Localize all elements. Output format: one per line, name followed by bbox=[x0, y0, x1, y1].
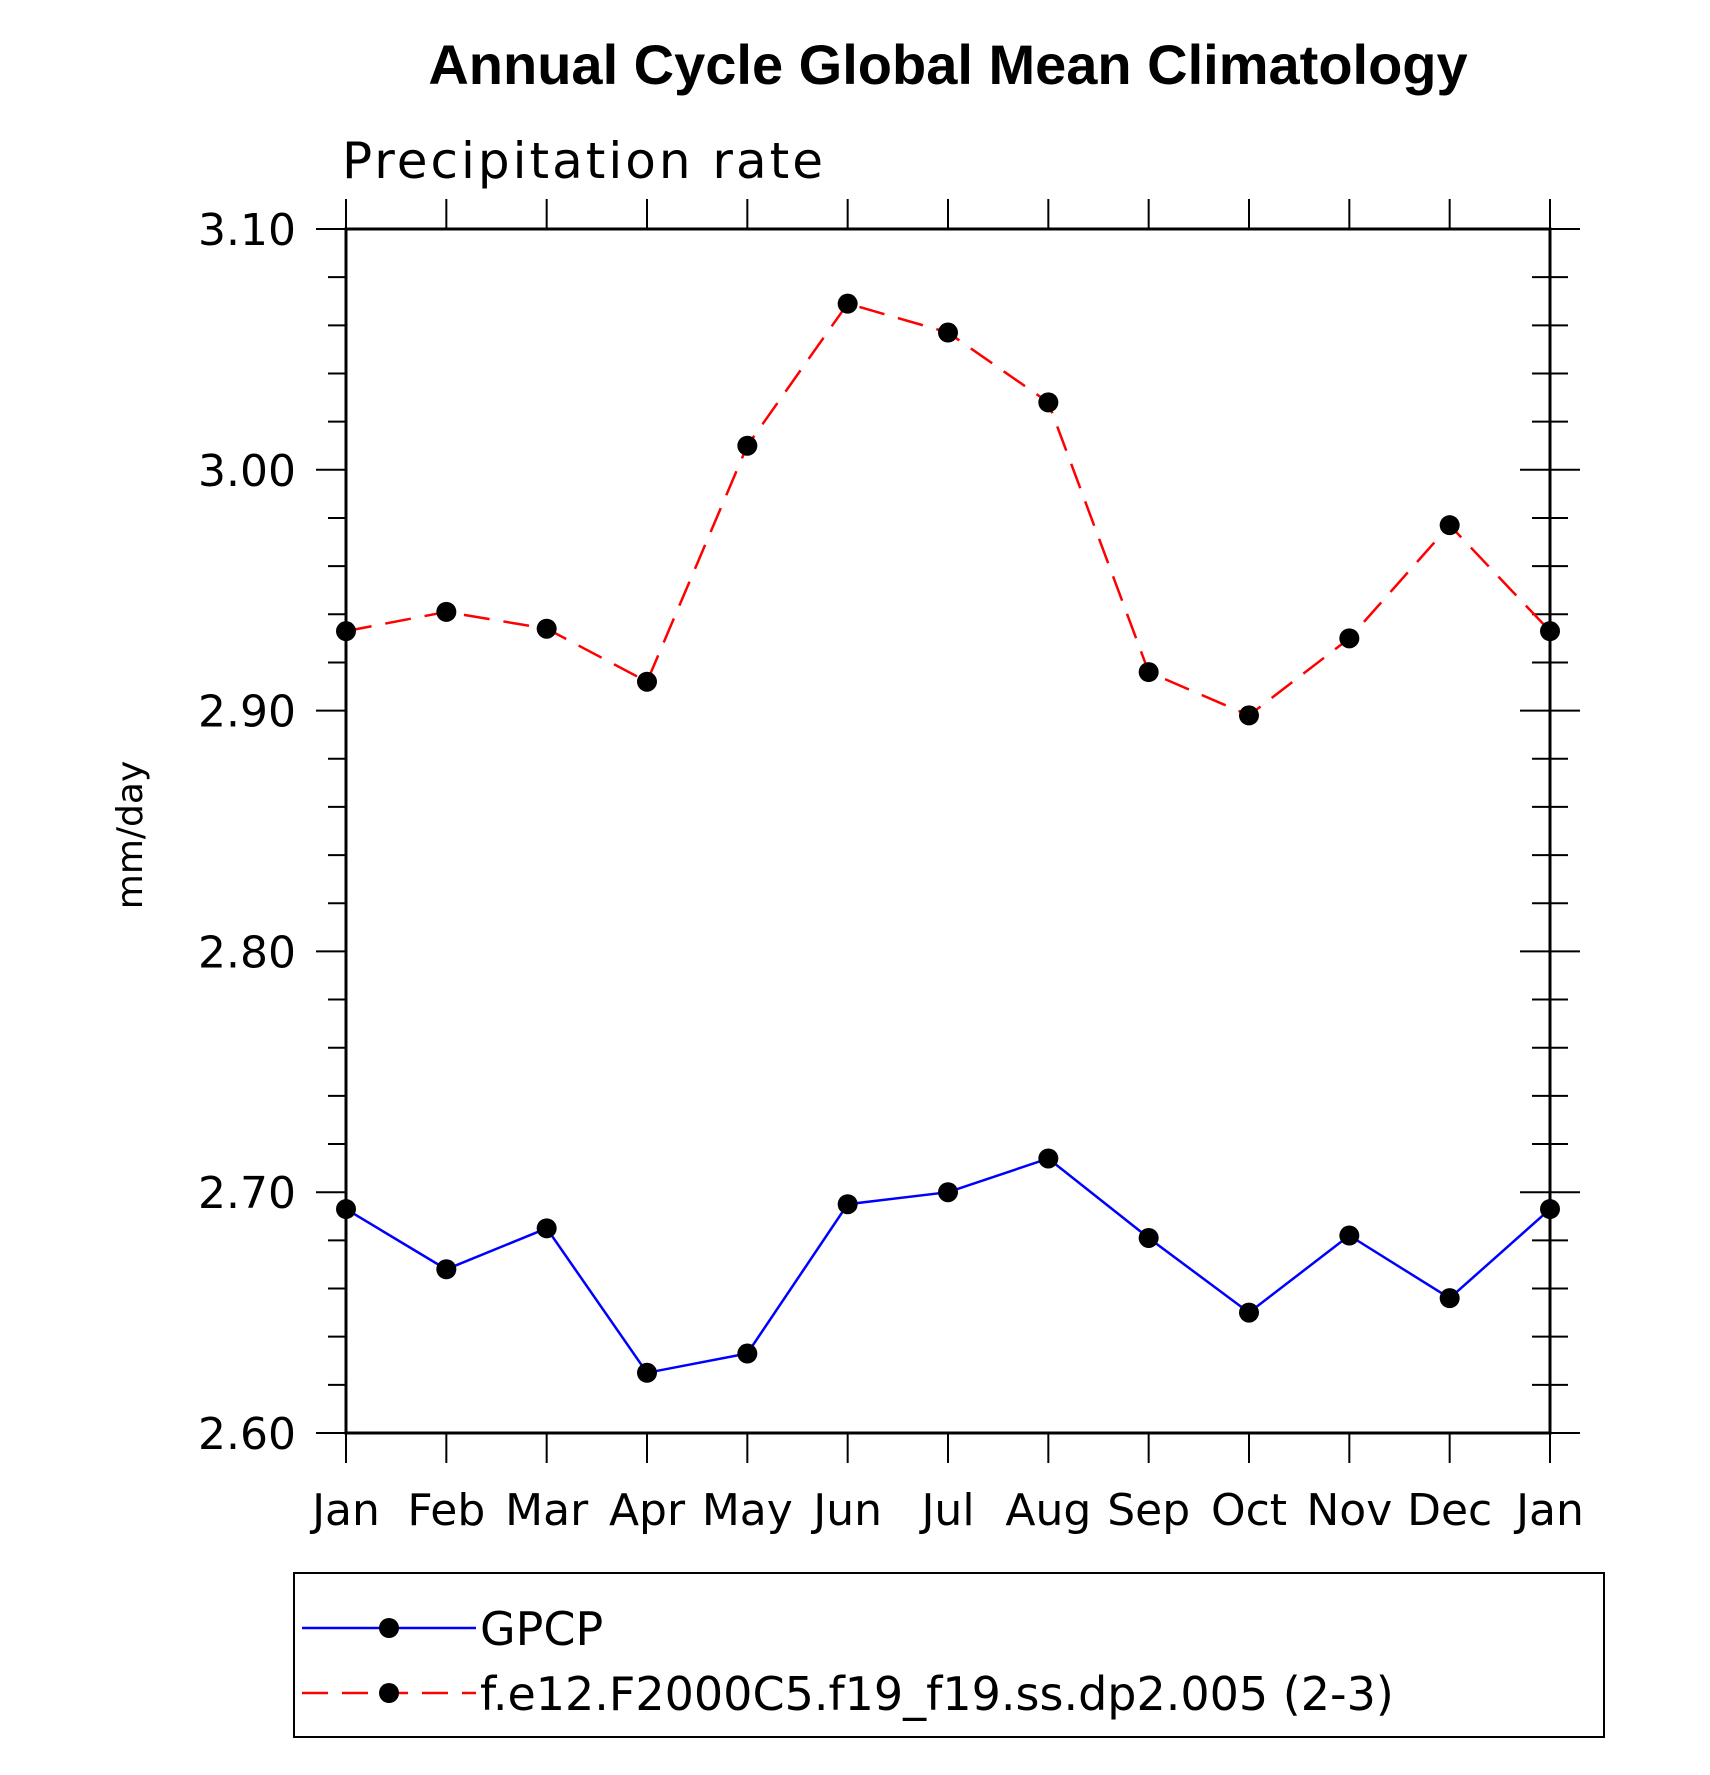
data-point bbox=[1239, 705, 1259, 726]
data-point bbox=[1038, 392, 1059, 413]
data-point bbox=[536, 618, 557, 639]
data-point bbox=[436, 1259, 457, 1280]
data-point bbox=[837, 1194, 858, 1215]
data-point bbox=[737, 435, 758, 456]
y-tick-label: 2.80 bbox=[198, 927, 296, 978]
x-tick-label: Dec bbox=[1407, 1485, 1492, 1536]
y-tick-label: 2.60 bbox=[198, 1409, 296, 1460]
x-tick-label: Apr bbox=[609, 1485, 686, 1536]
x-tick-label: Sep bbox=[1107, 1485, 1190, 1536]
data-point bbox=[637, 1362, 657, 1383]
y-tick-label: 2.90 bbox=[198, 687, 296, 738]
data-point bbox=[1038, 1148, 1059, 1169]
data-point bbox=[1439, 515, 1460, 536]
x-tick-label: Jan bbox=[309, 1485, 380, 1536]
data-point bbox=[1540, 1199, 1560, 1220]
x-tick-labels: Jan Feb Mar Apr May Jun Jul Aug Sep Oct Nov Dec Jan bbox=[309, 1485, 1584, 1536]
data-point bbox=[1138, 662, 1159, 683]
x-tick-label: Jan bbox=[1513, 1485, 1584, 1536]
data-point bbox=[938, 322, 958, 343]
data-point bbox=[436, 601, 457, 622]
data-point bbox=[336, 621, 356, 642]
data-point bbox=[536, 1218, 557, 1239]
y-axis-label: mm/day bbox=[110, 761, 151, 909]
series-line-1 bbox=[345, 302, 1551, 717]
x-tick-label: Jun bbox=[810, 1485, 882, 1536]
legend-marker bbox=[379, 1683, 399, 1703]
y-tick-label: 2.70 bbox=[198, 1168, 296, 1219]
data-point bbox=[336, 1199, 356, 1220]
data-point bbox=[1439, 1288, 1460, 1309]
legend-box bbox=[293, 1572, 1605, 1738]
legend-label-1: f.e12.F2000C5.f19_f19.ss.dp2.005 (2-3) bbox=[480, 1667, 1394, 1721]
data-point bbox=[1239, 1302, 1259, 1323]
data-point bbox=[837, 293, 858, 314]
y-tick-label: 3.00 bbox=[198, 446, 296, 497]
x-tick-label: Oct bbox=[1211, 1485, 1287, 1536]
legend: GPCP f.e12.F2000C5.f19_f19.ss.dp2.005 (2-… bbox=[302, 1602, 1394, 1721]
x-tick-label: Nov bbox=[1306, 1485, 1392, 1536]
data-point bbox=[1540, 621, 1560, 642]
x-tick-label: Feb bbox=[407, 1485, 485, 1536]
x-tick-label: Aug bbox=[1005, 1485, 1091, 1536]
x-tick-label: Mar bbox=[505, 1485, 589, 1536]
data-point bbox=[1339, 628, 1360, 649]
y-tick-labels: 2.60 2.70 2.80 2.90 3.00 3.10 bbox=[198, 205, 296, 1460]
legend-marker bbox=[379, 1618, 399, 1638]
data-point bbox=[637, 671, 657, 692]
plot-frame bbox=[344, 227, 1552, 1435]
y-tick-label: 3.10 bbox=[198, 205, 296, 256]
series-layer bbox=[336, 293, 1560, 1383]
data-point bbox=[1138, 1227, 1159, 1248]
chart-subtitle: Precipitation rate bbox=[342, 132, 826, 190]
data-point bbox=[938, 1182, 958, 1203]
legend-label-0: GPCP bbox=[480, 1602, 603, 1656]
x-tick-label: May bbox=[702, 1485, 793, 1536]
x-tick-label: Jul bbox=[918, 1485, 974, 1536]
chart-title: Annual Cycle Global Mean Climatology bbox=[428, 33, 1467, 96]
axis-ticks bbox=[316, 199, 1580, 1463]
data-point bbox=[1339, 1225, 1360, 1246]
data-point bbox=[737, 1343, 758, 1364]
